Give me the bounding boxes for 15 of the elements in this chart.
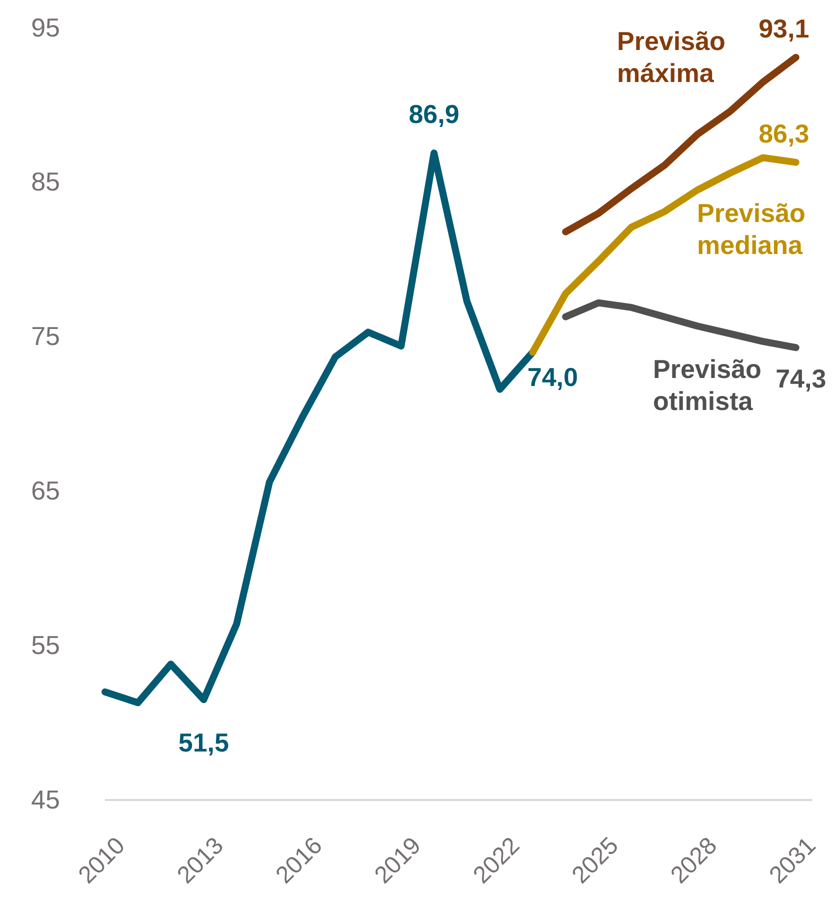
y-tick-label: 95 [31, 12, 60, 42]
series-label: Previsão máxima [617, 26, 726, 88]
annotation: 74,3 [776, 364, 826, 394]
y-tick-label: 45 [31, 784, 60, 814]
y-tick-label: 85 [31, 166, 60, 197]
annotation: 86,3 [758, 118, 810, 148]
series-label: Previsão mediana [697, 198, 806, 260]
annotation: 74,0 [527, 362, 578, 392]
y-tick-label: 75 [31, 321, 60, 352]
y-tick-label: 55 [31, 630, 60, 660]
annotation: 86,9 [408, 99, 460, 130]
annotation: 93,1 [758, 13, 810, 44]
y-tick-label: 65 [31, 476, 60, 506]
annotation: 51,5 [178, 728, 230, 758]
series-label: Previsão otimista [653, 354, 762, 416]
